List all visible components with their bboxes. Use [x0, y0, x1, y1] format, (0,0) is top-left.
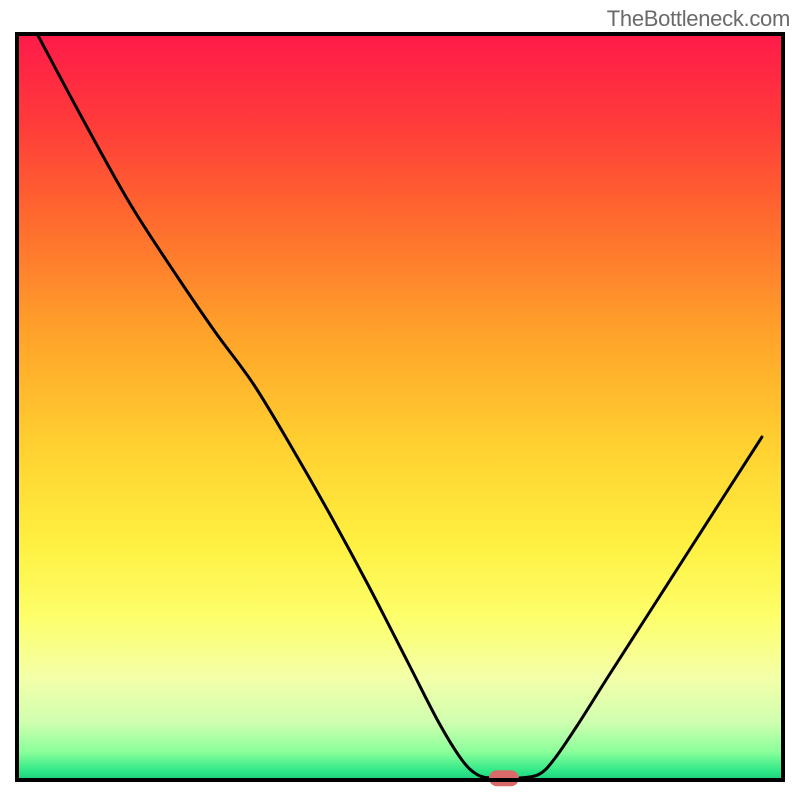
plot-background: [15, 32, 785, 782]
bottleneck-chart: [0, 0, 800, 800]
chart-svg: [0, 0, 800, 800]
watermark-text: TheBottleneck.com: [607, 6, 790, 32]
